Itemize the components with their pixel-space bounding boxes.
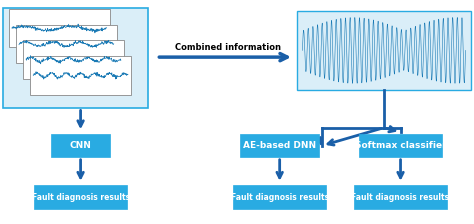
FancyBboxPatch shape bbox=[51, 134, 110, 157]
FancyBboxPatch shape bbox=[16, 25, 117, 63]
FancyBboxPatch shape bbox=[233, 185, 326, 209]
FancyBboxPatch shape bbox=[240, 134, 319, 157]
FancyBboxPatch shape bbox=[359, 134, 442, 157]
FancyBboxPatch shape bbox=[34, 185, 127, 209]
Text: Fault diagnosis results: Fault diagnosis results bbox=[230, 193, 329, 202]
Text: Fault diagnosis results: Fault diagnosis results bbox=[31, 193, 130, 202]
FancyBboxPatch shape bbox=[354, 185, 447, 209]
Text: Softmax classifier: Softmax classifier bbox=[355, 141, 447, 150]
FancyBboxPatch shape bbox=[297, 11, 471, 90]
FancyBboxPatch shape bbox=[9, 9, 110, 47]
Text: AE-based DNN: AE-based DNN bbox=[243, 141, 316, 150]
Text: Fault diagnosis results: Fault diagnosis results bbox=[351, 193, 450, 202]
FancyBboxPatch shape bbox=[3, 8, 148, 108]
Text: Combined information: Combined information bbox=[174, 43, 281, 52]
FancyBboxPatch shape bbox=[23, 41, 124, 79]
FancyBboxPatch shape bbox=[30, 56, 131, 95]
Text: CNN: CNN bbox=[70, 141, 91, 150]
